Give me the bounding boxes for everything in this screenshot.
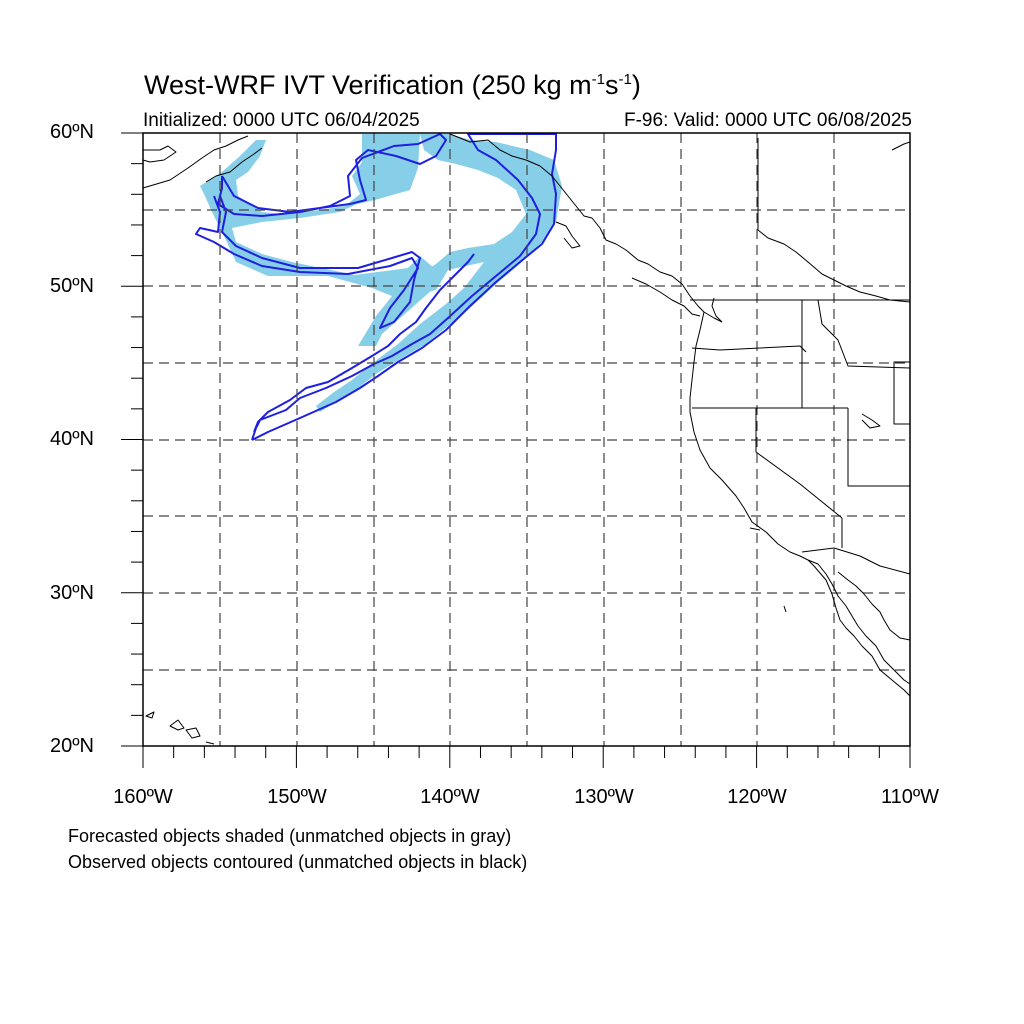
axis-ticks (121, 132, 911, 768)
lon-label-120w: 120ºW (727, 786, 787, 808)
lon-label-150w: 150ºW (267, 786, 327, 808)
lon-label-130w: 130ºW (574, 786, 634, 808)
forecast-object (200, 134, 562, 412)
observed-contours (195, 133, 557, 441)
lat-label-20n: 20ºN (50, 735, 94, 757)
lat-label-30n: 30ºN (50, 582, 94, 604)
lat-label-60n: 60ºN (50, 121, 94, 143)
lat-label-50n: 50ºN (50, 275, 94, 297)
init-time-label: Initialized: 0000 UTC 06/04/2025 (143, 110, 420, 131)
lon-label-140w: 140ºW (420, 786, 480, 808)
graticule (143, 133, 910, 746)
lat-label-40n: 40ºN (50, 428, 94, 450)
valid-time-label: F-96: Valid: 0000 UTC 06/08/2025 (624, 110, 912, 131)
coastlines (142, 133, 911, 745)
note-forecast: Forecasted objects shaded (unmatched obj… (68, 826, 512, 846)
observed-object-river (251, 133, 557, 441)
lon-label-160w: 160ºW (113, 786, 173, 808)
map-title: West-WRF IVT Verification (250 kg m-1s-1… (144, 70, 641, 100)
note-observed: Observed objects contoured (unmatched ob… (68, 852, 528, 872)
observed-object-north (217, 133, 447, 217)
observed-object-west-arm (195, 195, 421, 329)
lon-label-110w: 110ºW (880, 786, 940, 808)
